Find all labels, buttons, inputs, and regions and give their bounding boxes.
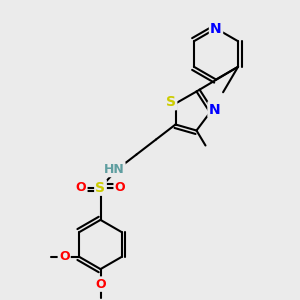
Text: S: S [95, 181, 106, 194]
Text: O: O [95, 278, 106, 291]
Text: O: O [115, 181, 125, 194]
Text: N: N [209, 103, 220, 116]
Text: O: O [59, 250, 70, 263]
Text: S: S [166, 95, 176, 109]
Text: HN: HN [103, 163, 124, 176]
Text: O: O [76, 181, 86, 194]
Text: N: N [210, 22, 222, 35]
